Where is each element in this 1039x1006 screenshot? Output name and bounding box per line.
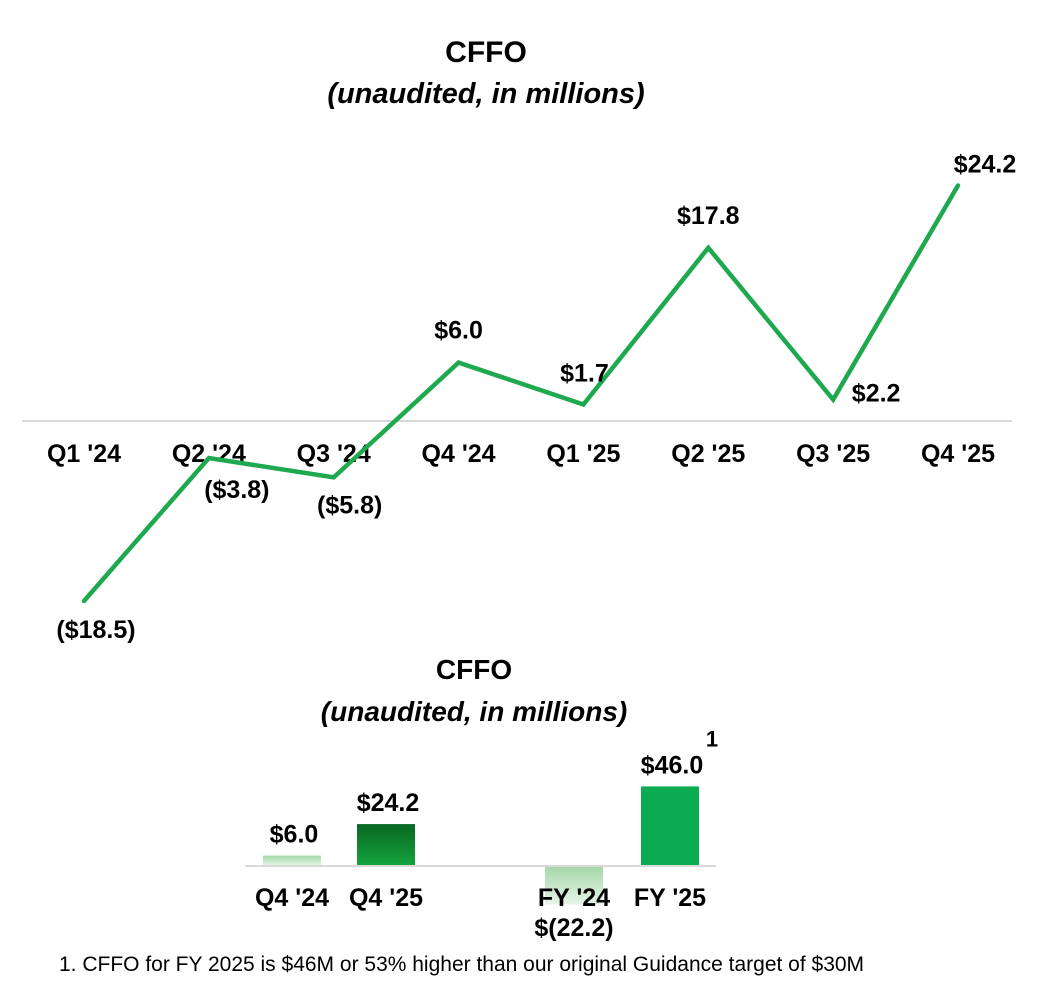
bar xyxy=(545,866,603,905)
cffo-quarterly-line-chart: Q1 '24 Q2 '24 Q3 '24 Q4 '24 Q1 '25 Q2 '25 Q3 '… xyxy=(22,151,1016,644)
bottom-chart-subtitle: (unaudited, in millions) xyxy=(320,696,628,727)
category-label: Q4 '25 xyxy=(921,440,995,468)
data-label: $2.2 xyxy=(852,380,901,408)
data-label: $17.8 xyxy=(677,202,740,230)
data-label: $24.2 xyxy=(954,151,1017,179)
category-label: Q4 '24 xyxy=(422,440,496,468)
data-label: $6.0 xyxy=(434,317,483,345)
footnote: 1. CFFO for FY 2025 is $46M or 53% highe… xyxy=(59,953,865,976)
data-label: $24.2 xyxy=(357,789,420,817)
category-label: Q1 '24 xyxy=(47,440,121,468)
cffo-trend-line xyxy=(81,183,961,604)
data-label: ($18.5) xyxy=(56,616,135,644)
category-label: Q3 '25 xyxy=(796,440,870,468)
data-label: ($5.8) xyxy=(317,491,382,519)
data-label: $6.0 xyxy=(270,821,319,849)
category-label: Q4 '25 xyxy=(349,884,423,912)
category-label: FY '24 xyxy=(538,884,610,912)
category-label: Q1 '25 xyxy=(546,440,620,468)
category-label: FY '25 xyxy=(634,884,706,912)
top-chart-title-block: CFFO (unaudited, in millions) xyxy=(0,34,972,112)
data-label: $(22.2) xyxy=(534,914,613,942)
top-chart-subtitle: (unaudited, in millions) xyxy=(327,78,645,110)
footnote-superscript: 1 xyxy=(706,726,718,751)
data-label: ($3.8) xyxy=(204,476,269,504)
category-label: Q4 '24 xyxy=(255,884,329,912)
bar xyxy=(641,786,699,866)
cffo-comparison-bar-chart: Q4 '24 Q4 '25 FY '24 FY '25 $6.0 $24.2 $(22.2)… xyxy=(245,726,718,942)
data-label: $1.7 xyxy=(560,359,609,387)
bottom-chart-title-block: CFFO (unaudited, in millions) xyxy=(0,652,948,730)
bottom-chart-title: CFFO xyxy=(435,654,513,685)
category-label: Q2 '25 xyxy=(671,440,745,468)
bar xyxy=(357,824,415,866)
bar xyxy=(263,855,321,866)
top-chart-title: CFFO xyxy=(445,36,527,69)
data-label: $46.0 xyxy=(641,751,704,779)
